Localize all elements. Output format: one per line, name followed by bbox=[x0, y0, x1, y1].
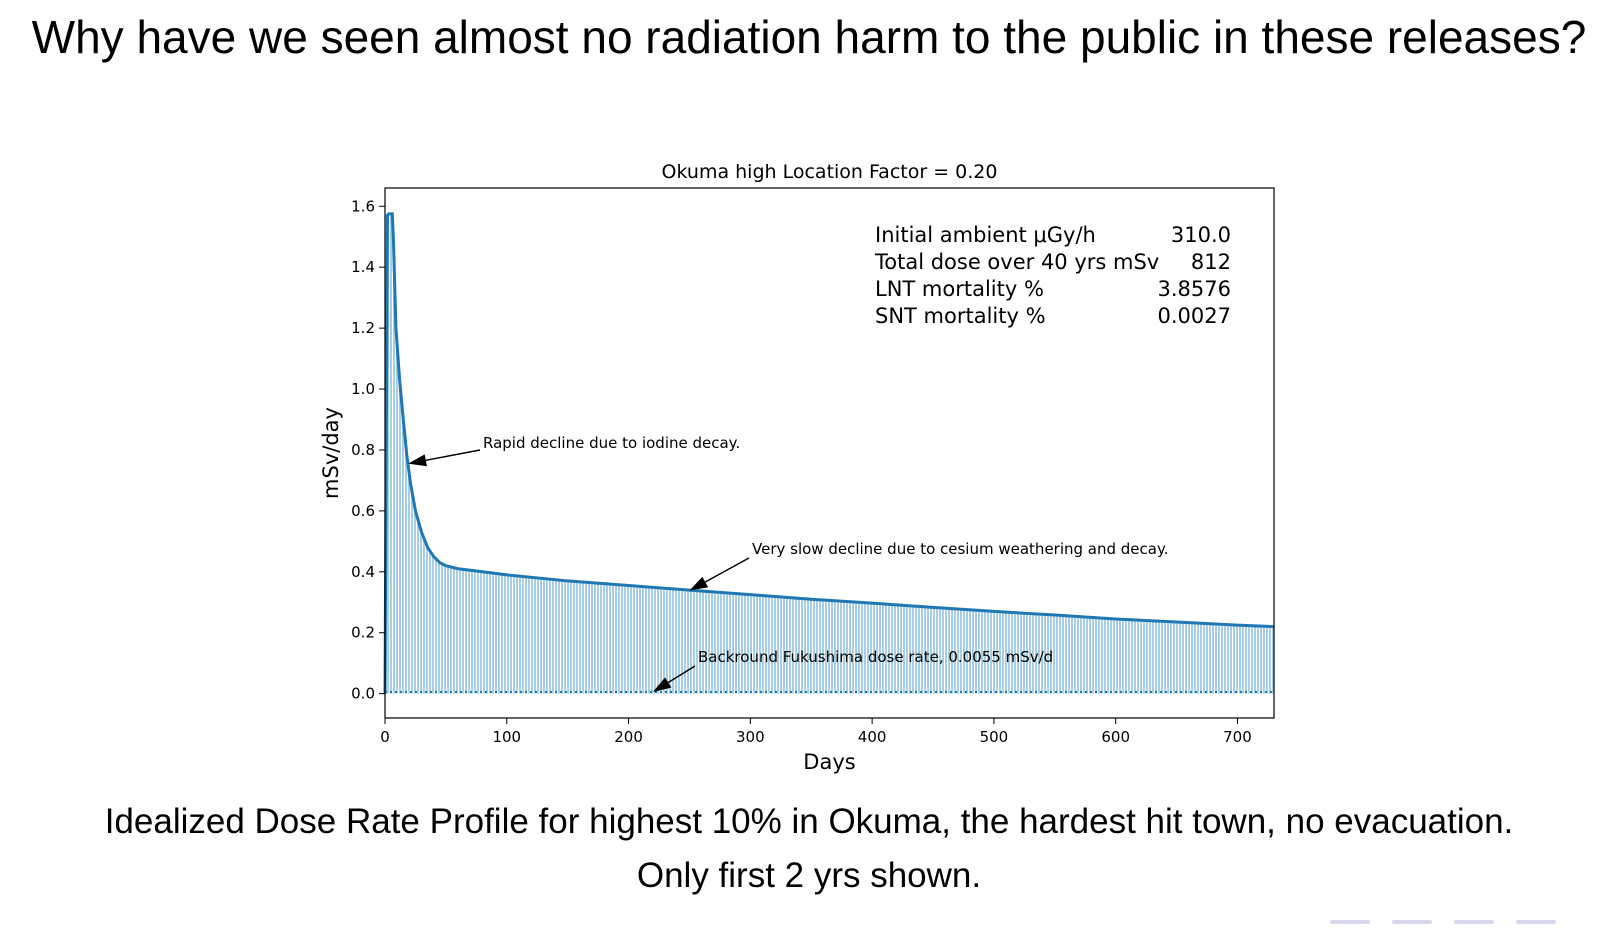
stat-label: LNT mortality % bbox=[875, 277, 1044, 301]
x-tick-label: 300 bbox=[736, 728, 765, 746]
slide-title: Why have we seen almost no radiation har… bbox=[31, 11, 1587, 63]
annotation-text: Backround Fukushima dose rate, 0.0055 mS… bbox=[698, 648, 1053, 666]
stat-label: Initial ambient μGy/h bbox=[875, 223, 1096, 247]
stat-value: 0.0027 bbox=[1158, 304, 1231, 328]
annotation-text: Very slow decline due to cesium weatheri… bbox=[752, 540, 1168, 558]
caption-line-1: Idealized Dose Rate Profile for highest … bbox=[104, 802, 1514, 841]
y-tick-label: 1.4 bbox=[351, 258, 375, 276]
dose-area-fill bbox=[385, 213, 1274, 694]
x-tick-label: 400 bbox=[858, 728, 887, 746]
annotation-text: Rapid decline due to iodine decay. bbox=[483, 434, 740, 452]
x-tick-label: 600 bbox=[1101, 728, 1130, 746]
y-tick-label: 0.4 bbox=[351, 563, 375, 581]
plot-frame bbox=[384, 187, 1275, 719]
y-tick-label: 0.2 bbox=[351, 624, 375, 642]
stat-value: 812 bbox=[1191, 250, 1231, 274]
x-tick-label: 700 bbox=[1223, 728, 1252, 746]
y-axis-label: mSv/day bbox=[319, 407, 343, 499]
caption-line-2: Only first 2 yrs shown. bbox=[636, 856, 982, 895]
y-tick-label: 1.2 bbox=[351, 319, 375, 337]
stat-label: SNT mortality % bbox=[875, 304, 1046, 328]
annotation-arrow-line bbox=[425, 449, 481, 462]
y-tick-label: 0.0 bbox=[351, 685, 375, 703]
slide-navigation[interactable] bbox=[1308, 911, 1578, 924]
chart-title: Okuma high Location Factor = 0.20 bbox=[662, 161, 998, 183]
y-tick-label: 1.6 bbox=[351, 197, 375, 215]
x-axis-label: Days bbox=[803, 750, 855, 774]
y-tick-label: 0.6 bbox=[351, 502, 375, 520]
x-tick-label: 500 bbox=[980, 728, 1009, 746]
x-tick-label: 100 bbox=[492, 728, 521, 746]
stat-value: 310.0 bbox=[1171, 223, 1231, 247]
x-tick-label: 200 bbox=[614, 728, 643, 746]
y-tick-label: 1.0 bbox=[351, 380, 375, 398]
dose-rate-line bbox=[383, 212, 1275, 694]
annotation-arrowhead bbox=[689, 576, 709, 591]
y-tick-label: 0.8 bbox=[351, 441, 375, 459]
annotation-arrowhead bbox=[408, 454, 427, 467]
stat-label: Total dose over 40 yrs mSv bbox=[874, 250, 1159, 274]
x-tick-label: 0 bbox=[380, 728, 390, 746]
annotation-arrow-line bbox=[667, 665, 696, 684]
annotation-arrow-line bbox=[704, 557, 750, 583]
annotation-arrowhead bbox=[652, 677, 672, 692]
stat-value: 3.8576 bbox=[1158, 277, 1231, 301]
